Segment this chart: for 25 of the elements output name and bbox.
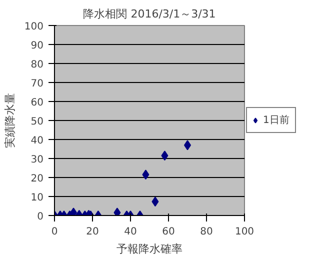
chart-title: 降水相関 2016/3/1～3/31 (83, 8, 216, 20)
y-tick-label: 50 (30, 116, 44, 128)
y-tick-label: 90 (30, 40, 44, 52)
point (161, 150, 168, 161)
x-tick-label: 60 (162, 226, 175, 238)
legend-label: 1日前 (263, 114, 290, 127)
y-tick-label: 60 (30, 98, 44, 108)
y-tick-label: 70 (30, 78, 44, 90)
x-axis-title: 予報降水確率 (116, 242, 182, 256)
y-tick-label: 40 (30, 136, 44, 146)
x-tick-label: 40 (124, 226, 137, 238)
y-tick-label: 80 (30, 60, 44, 70)
x-tick-label: 0 (51, 226, 58, 238)
point (70, 208, 77, 216)
y-tick-label: 100 (24, 22, 44, 32)
y-tick-label: 20 (30, 174, 44, 184)
y-tick-label: 10 (30, 192, 44, 204)
point (142, 170, 150, 180)
x-tick-label: 80 (200, 226, 213, 238)
y-tick-label: 0 (37, 212, 44, 222)
y-tick-label: 30 (30, 154, 44, 166)
point (114, 208, 121, 216)
x-tick-label: 20 (86, 226, 99, 238)
x-tick-label: 100 (234, 226, 254, 238)
y-axis-title: 実績降水量 (3, 93, 16, 148)
